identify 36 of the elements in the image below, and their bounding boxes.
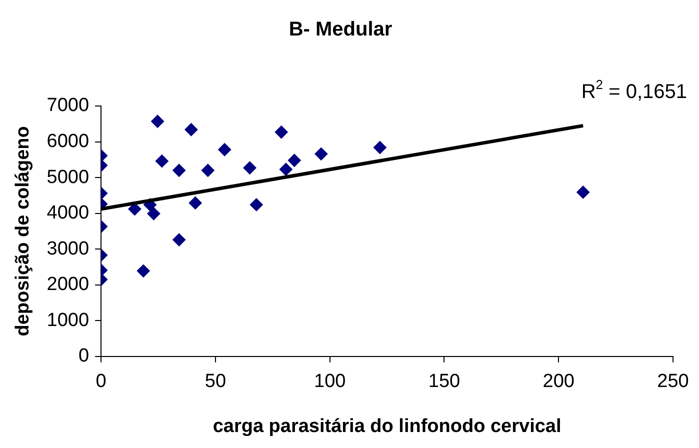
point [279, 162, 292, 176]
y-tick-label: 3000 [46, 238, 90, 260]
chart-title: B- Medular [288, 18, 392, 41]
x-tick-label: 150 [428, 371, 460, 392]
y-axis-title: deposição de colágeno [12, 126, 34, 336]
x-tick-label: 50 [204, 371, 226, 392]
x-tick-label: 250 [657, 371, 689, 392]
point [201, 164, 214, 177]
point [155, 154, 168, 168]
point [147, 207, 160, 220]
x-axis-title: carga parasitária do linfonodo cervical [212, 416, 562, 437]
point [218, 143, 232, 156]
point [172, 164, 186, 177]
point [314, 147, 328, 160]
point [576, 186, 590, 199]
y-tick-label: 4000 [46, 202, 90, 224]
point [243, 161, 256, 174]
y-tick-label: 6000 [46, 131, 90, 152]
x-tick-label: 100 [314, 371, 346, 392]
point [250, 198, 263, 212]
y-tick-label: 0 [78, 346, 90, 367]
point [184, 123, 198, 136]
point [288, 154, 301, 167]
point [373, 140, 386, 154]
point [172, 233, 186, 246]
x-tick-label: 0 [96, 371, 106, 392]
point [274, 126, 288, 139]
y-tick-label: 2000 [46, 274, 90, 296]
point [188, 196, 202, 210]
y-tick-label: 5000 [46, 166, 90, 188]
y-tick-label: 7000 [46, 95, 90, 116]
x-tick-label: 200 [542, 371, 574, 392]
point [151, 114, 164, 128]
point [136, 264, 150, 278]
y-tick-label: 1000 [46, 310, 90, 331]
point [128, 202, 142, 216]
